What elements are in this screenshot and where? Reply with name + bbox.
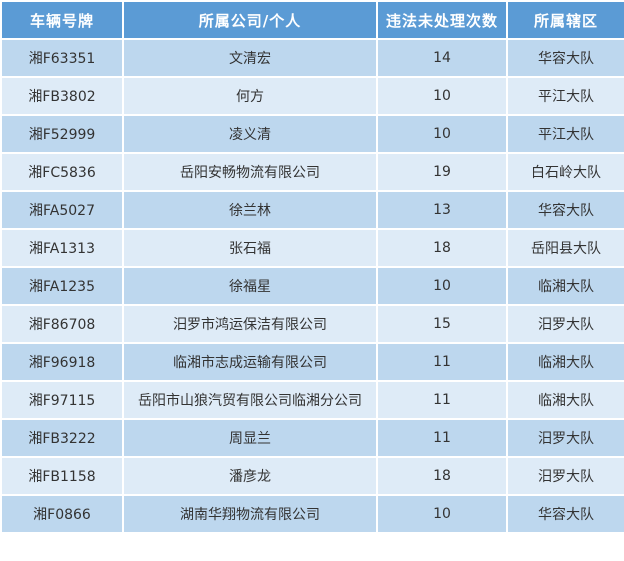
owner-cell: 周显兰 bbox=[122, 418, 378, 458]
table-row: 湘FA1235 徐福星 10 临湘大队 bbox=[0, 266, 624, 306]
count-cell: 11 bbox=[376, 418, 508, 458]
district-cell: 华容大队 bbox=[506, 38, 624, 78]
district-cell: 平江大队 bbox=[506, 114, 624, 154]
owner-cell: 潘彦龙 bbox=[122, 456, 378, 496]
plate-cell: 湘FB3802 bbox=[0, 76, 124, 116]
owner-cell: 汨罗市鸿运保洁有限公司 bbox=[122, 304, 378, 344]
table-row: 湘F96918 临湘市志成运输有限公司 11 临湘大队 bbox=[0, 342, 624, 382]
column-header-2: 所属公司/个人 bbox=[122, 0, 378, 40]
count-cell: 10 bbox=[376, 76, 508, 116]
district-cell: 临湘大队 bbox=[506, 342, 624, 382]
plate-cell: 湘FA1313 bbox=[0, 228, 124, 268]
plate-cell: 湘F96918 bbox=[0, 342, 124, 382]
district-cell: 白石岭大队 bbox=[506, 152, 624, 192]
plate-cell: 湘FA5027 bbox=[0, 190, 124, 230]
plate-cell: 湘F52999 bbox=[0, 114, 124, 154]
plate-cell: 湘F63351 bbox=[0, 38, 124, 78]
count-cell: 13 bbox=[376, 190, 508, 230]
table-row: 湘F63351 文清宏 14 华容大队 bbox=[0, 38, 624, 78]
count-cell: 10 bbox=[376, 494, 508, 534]
count-cell: 10 bbox=[376, 266, 508, 306]
count-cell: 10 bbox=[376, 114, 508, 154]
table-body: 湘F63351 文清宏 14 华容大队 湘FB3802 何方 10 平江大队 湘F52999 凌义… bbox=[0, 38, 624, 534]
count-cell: 18 bbox=[376, 456, 508, 496]
owner-cell: 何方 bbox=[122, 76, 378, 116]
owner-cell: 张石福 bbox=[122, 228, 378, 268]
count-cell: 11 bbox=[376, 380, 508, 420]
district-cell: 汨罗大队 bbox=[506, 418, 624, 458]
table-row: 湘F86708 汨罗市鸿运保洁有限公司 15 汨罗大队 bbox=[0, 304, 624, 344]
plate-cell: 湘F86708 bbox=[0, 304, 124, 344]
count-cell: 18 bbox=[376, 228, 508, 268]
column-header-1: 车辆号牌 bbox=[0, 0, 124, 40]
plate-cell: 湘FB3222 bbox=[0, 418, 124, 458]
district-cell: 岳阳县大队 bbox=[506, 228, 624, 268]
table-row: 湘FC5836 岳阳安畅物流有限公司 19 白石岭大队 bbox=[0, 152, 624, 192]
column-header-4: 所属辖区 bbox=[506, 0, 624, 40]
plate-cell: 湘F97115 bbox=[0, 380, 124, 420]
table-row: 湘FB1158 潘彦龙 18 汨罗大队 bbox=[0, 456, 624, 496]
owner-cell: 岳阳安畅物流有限公司 bbox=[122, 152, 378, 192]
table-row: 湘F52999 凌义清 10 平江大队 bbox=[0, 114, 624, 154]
table-row: 湘FB3802 何方 10 平江大队 bbox=[0, 76, 624, 116]
district-cell: 华容大队 bbox=[506, 494, 624, 534]
table-row: 湘FA5027 徐兰林 13 华容大队 bbox=[0, 190, 624, 230]
table-row: 湘F97115 岳阳市山狼汽贸有限公司临湘分公司 11 临湘大队 bbox=[0, 380, 624, 420]
owner-cell: 徐兰林 bbox=[122, 190, 378, 230]
owner-cell: 湖南华翔物流有限公司 bbox=[122, 494, 378, 534]
violations-table: 车辆号牌 所属公司/个人 违法未处理次数 所属辖区 湘F63351 文清宏 14 华容大队湘… bbox=[0, 0, 624, 534]
district-cell: 临湘大队 bbox=[506, 380, 624, 420]
district-cell: 汨罗大队 bbox=[506, 304, 624, 344]
column-header-3: 违法未处理次数 bbox=[376, 0, 508, 40]
owner-cell: 文清宏 bbox=[122, 38, 378, 78]
district-cell: 临湘大队 bbox=[506, 266, 624, 306]
table-row: 湘F0866 湖南华翔物流有限公司 10 华容大队 bbox=[0, 494, 624, 534]
count-cell: 14 bbox=[376, 38, 508, 78]
count-cell: 19 bbox=[376, 152, 508, 192]
count-cell: 15 bbox=[376, 304, 508, 344]
owner-cell: 徐福星 bbox=[122, 266, 378, 306]
owner-cell: 临湘市志成运输有限公司 bbox=[122, 342, 378, 382]
header-row: 车辆号牌 所属公司/个人 违法未处理次数 所属辖区 bbox=[0, 0, 624, 40]
count-cell: 11 bbox=[376, 342, 508, 382]
table-row: 湘FA1313 张石福 18 岳阳县大队 bbox=[0, 228, 624, 268]
district-cell: 平江大队 bbox=[506, 76, 624, 116]
district-cell: 华容大队 bbox=[506, 190, 624, 230]
district-cell: 汨罗大队 bbox=[506, 456, 624, 496]
owner-cell: 岳阳市山狼汽贸有限公司临湘分公司 bbox=[122, 380, 378, 420]
table-row: 湘FB3222 周显兰 11 汨罗大队 bbox=[0, 418, 624, 458]
plate-cell: 湘FA1235 bbox=[0, 266, 124, 306]
plate-cell: 湘F0866 bbox=[0, 494, 124, 534]
plate-cell: 湘FB1158 bbox=[0, 456, 124, 496]
plate-cell: 湘FC5836 bbox=[0, 152, 124, 192]
owner-cell: 凌义清 bbox=[122, 114, 378, 154]
